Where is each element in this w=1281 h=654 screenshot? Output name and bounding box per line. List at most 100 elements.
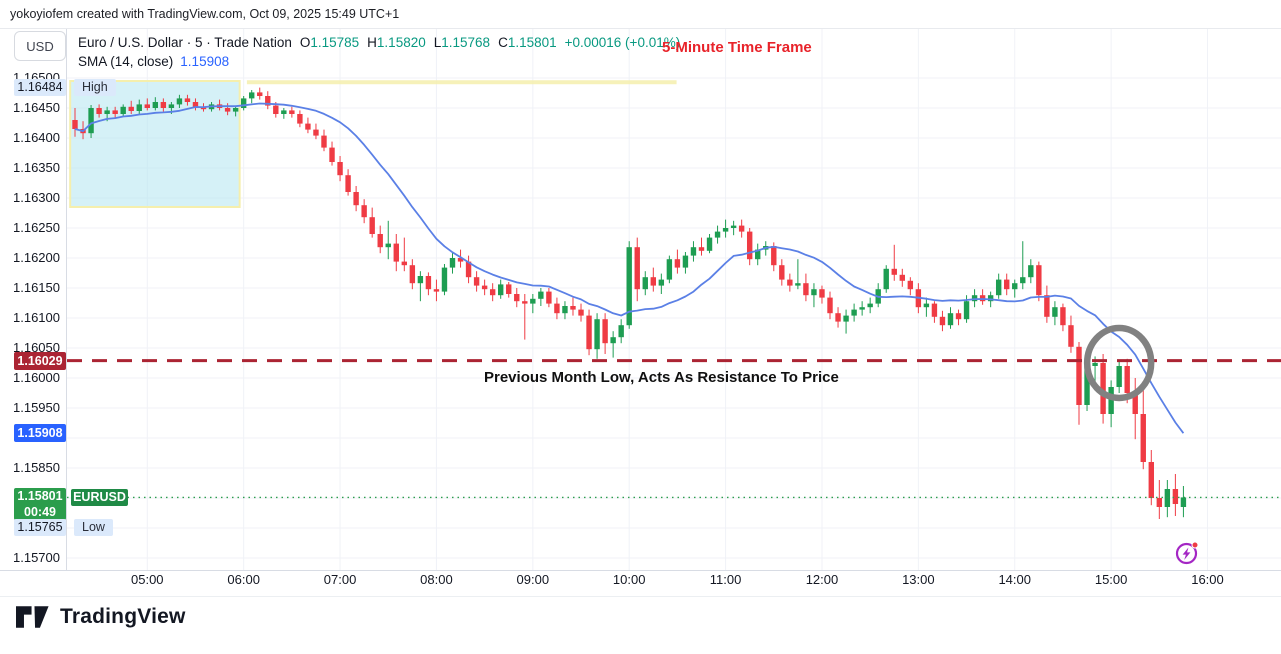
candle-body [321,135,327,148]
candle-body [489,289,496,296]
candle-body [795,283,801,286]
candle-body [168,104,175,108]
candle-body [730,225,737,228]
candle-body [240,98,247,108]
timeframe-annotation: 5-Minute Time Frame [662,39,812,56]
candle-body [289,110,295,114]
candle-body [682,255,689,268]
candle-body [923,303,930,308]
candle-body [546,291,552,304]
candle-body [658,279,665,286]
candle-body [1020,277,1026,284]
spark-icon[interactable] [1174,540,1200,566]
price-tick: 1.16150 [13,280,60,295]
price-tick: 1.16050 [13,340,60,355]
candle-body [297,114,303,124]
time-tick: 14:00 [998,572,1031,587]
change-value: +0.00016 (+0.01%) [564,35,681,50]
sma-line[interactable] [74,102,1185,434]
candle-body [329,147,335,162]
candle-body [128,106,134,111]
candle-body [738,225,745,232]
candle-body [393,243,399,262]
candle-body [514,294,520,302]
price-tick: 1.16450 [13,100,60,115]
candle-body [265,96,271,106]
candle-body [578,309,584,316]
candle-body [987,295,994,302]
candle-body [698,247,705,251]
candle-body [433,289,440,292]
sma-label[interactable]: SMA (14, close) [78,54,174,69]
candle-body [441,267,448,292]
indicator-legend: SMA (14, close) 1.15908 [78,54,229,69]
price-tick: 1.16200 [13,250,60,265]
candle-body [1068,325,1074,347]
time-tick: 09:00 [516,572,550,587]
candle-body [827,297,833,314]
candle-body [465,261,472,278]
symbol-title[interactable]: Euro / U.S. Dollar · 5 · Trade Nation [78,35,292,50]
candle-body [449,258,456,268]
candle-body [755,249,761,260]
candle-body [473,277,480,286]
sma-value: 1.15908 [180,54,230,69]
brand-name: TradingView [60,605,186,628]
candle-body [425,276,432,290]
time-tick: 11:00 [709,572,742,587]
circle-annotation[interactable] [1083,324,1155,402]
candle-body [112,110,118,114]
candle-body [771,246,777,266]
candle-body [88,108,94,134]
candle-body [1156,498,1163,507]
candle-body [955,313,962,320]
candle-body [1092,363,1098,366]
time-tick: 15:00 [1094,572,1128,587]
candle-body [249,92,255,99]
price-tick: 1.16300 [13,190,60,205]
candle-body [995,279,1002,296]
candle-body [562,306,568,314]
candle-body [819,289,825,298]
time-tick: 05:00 [131,572,164,587]
candle-body [152,102,159,108]
high-label: H [367,35,377,50]
last-price-label: 1.15801 00:49 [14,488,66,521]
candle-body [787,279,793,286]
candle-body [1044,295,1050,317]
time-tick: 10:00 [612,572,646,587]
candle-body [506,284,512,294]
candle-body [642,277,648,290]
candle-body [401,261,408,266]
candle-body [907,280,914,290]
candle-body [481,285,488,290]
candle-body [120,106,126,114]
candle-body [257,92,263,96]
candle-body [1012,283,1018,290]
candle-body [963,301,970,320]
tradingview-logo[interactable]: TradingView [16,605,186,629]
candle-body [409,265,416,284]
candle-body [160,102,167,108]
candle-body [570,306,576,310]
candle-body [746,231,753,260]
candle-body [522,301,528,304]
resistance-annotation: Previous Month Low, Acts As Resistance T… [484,369,839,386]
price-tick: 1.16400 [13,130,60,145]
currency-button[interactable]: USD [14,31,66,61]
candle-body [835,313,841,322]
close-value: 1.15801 [507,35,557,50]
candle-body [867,303,873,308]
candle-body [554,303,560,314]
high-tag: High [74,78,116,96]
candle-body [1052,307,1058,317]
candle-body [843,315,849,322]
time-tick: 06:00 [227,572,260,587]
candle-body [602,319,608,344]
candle-body [1180,497,1187,507]
candle-body [1076,346,1082,405]
time-tick: 16:00 [1191,572,1224,587]
candle-body [377,234,383,248]
time-tick: 07:00 [323,572,357,587]
candle-body [779,265,785,280]
